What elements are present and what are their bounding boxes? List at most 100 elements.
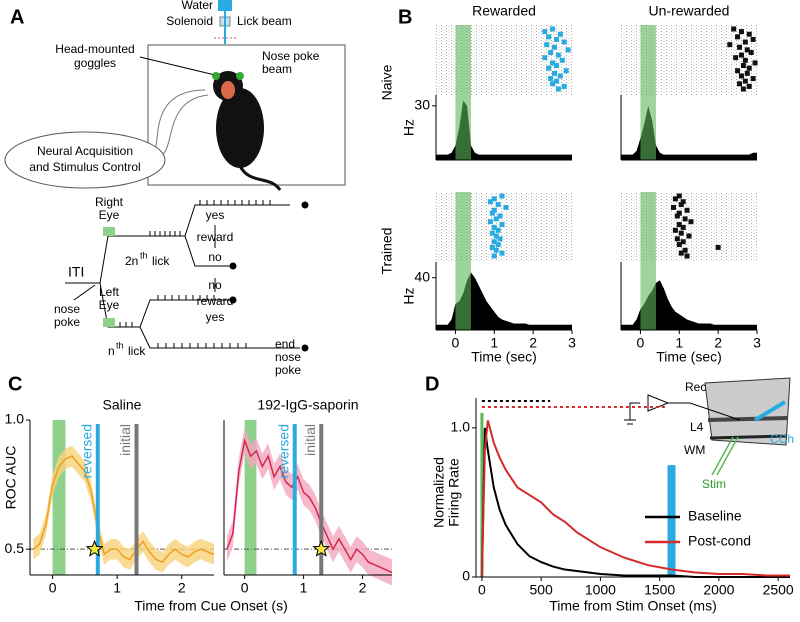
lick — [491, 224, 497, 230]
task-labels: Right Eye ITI nose poke Left Eye yes rew… — [54, 195, 301, 377]
end — [229, 262, 237, 270]
event-label: initial — [302, 424, 318, 456]
amplifier — [647, 394, 670, 412]
line — [226, 437, 393, 574]
lick — [686, 233, 692, 239]
x-tick-label: 3 — [568, 335, 576, 351]
lick — [555, 52, 561, 58]
y-tick-label: 40 — [414, 268, 430, 284]
setup-diagram: Water Solenoid Lick beam Head-mounted go… — [4, 0, 346, 191]
lick — [550, 81, 556, 87]
x-tick-label: 500 — [529, 582, 553, 598]
box — [147, 44, 346, 186]
column-title: Un-rewarded — [649, 3, 730, 19]
lick — [499, 250, 505, 256]
lick — [742, 57, 748, 63]
line — [480, 420, 790, 578]
label: Head-mounted — [55, 42, 134, 56]
y-axis-label: Firing Rate — [446, 458, 462, 527]
label: Rec — [685, 380, 706, 394]
x-tick-label: 2 — [529, 335, 537, 351]
label: beam — [262, 62, 292, 76]
lick — [489, 244, 495, 250]
stim-window — [455, 192, 471, 330]
lick — [487, 199, 493, 205]
lick — [735, 34, 741, 40]
label: Solenoid — [166, 14, 213, 28]
label: WM — [684, 443, 705, 457]
lick — [550, 60, 556, 66]
lick — [680, 199, 686, 205]
lick — [738, 29, 744, 35]
lick — [491, 253, 497, 259]
lick — [680, 224, 686, 230]
y-tick-label: 1.0 — [5, 411, 25, 427]
right-eye-stim — [103, 227, 115, 236]
x-tick-label: 1 — [113, 580, 121, 596]
label: Neural Acquisition — [37, 144, 133, 158]
lick — [750, 76, 756, 82]
arrow — [139, 56, 216, 76]
lick — [684, 207, 690, 213]
label: th — [116, 340, 124, 350]
label: Lick beam — [237, 14, 292, 28]
x-tick-label: 3 — [753, 335, 761, 351]
lick — [744, 70, 750, 76]
label: Nose poke — [262, 49, 320, 63]
lick — [491, 196, 497, 202]
label: Water — [181, 0, 213, 12]
bar — [667, 465, 676, 577]
x-axis-label: Time (sec) — [656, 349, 722, 365]
x-axis-label: Time from Cue Onset (s) — [134, 598, 288, 614]
label: yes — [206, 310, 225, 324]
label: Right — [95, 195, 124, 209]
lick — [670, 204, 676, 210]
x-tick-label: 1 — [490, 335, 498, 351]
lick — [738, 73, 744, 79]
lick — [495, 202, 501, 208]
stim-window — [640, 192, 656, 330]
end — [229, 296, 237, 304]
lick — [746, 31, 752, 37]
lick — [544, 42, 550, 48]
lick — [737, 81, 743, 87]
water-box — [218, 0, 232, 11]
label: yes — [206, 208, 225, 222]
lick — [744, 47, 750, 53]
x-axis-label: Time from Stim Onset (ms) — [549, 598, 717, 614]
lick — [678, 202, 684, 208]
lick — [548, 76, 554, 82]
legend-label: Baseline — [688, 508, 742, 524]
y-axis-label: Hz — [401, 287, 417, 304]
lick — [746, 65, 752, 71]
lick — [735, 68, 741, 74]
lick — [561, 39, 567, 45]
stim-electrode — [711, 436, 739, 476]
x-tick-label: 1000 — [585, 582, 616, 598]
lick — [491, 207, 497, 213]
end — [301, 344, 309, 352]
lick — [493, 216, 499, 222]
column-title: Rewarded — [472, 3, 536, 19]
lick — [676, 222, 682, 228]
lick — [740, 86, 746, 92]
lick — [559, 57, 565, 63]
lick — [557, 31, 563, 37]
label: reward — [197, 230, 234, 244]
y-tick-label: 30 — [414, 97, 430, 113]
label: and Stimulus Control — [29, 160, 140, 174]
label: poke — [54, 315, 80, 329]
lick — [678, 250, 684, 256]
lick — [672, 227, 678, 233]
y-tick-label: 0.5 — [5, 540, 25, 556]
label: no — [208, 278, 222, 292]
lick — [497, 236, 503, 242]
lick — [546, 34, 552, 40]
label: goggles — [74, 56, 116, 70]
lick — [553, 78, 559, 84]
lick — [727, 42, 733, 48]
x-tick-label: 0 — [637, 335, 645, 351]
tree-lines — [65, 204, 300, 349]
label: Left — [99, 285, 120, 299]
